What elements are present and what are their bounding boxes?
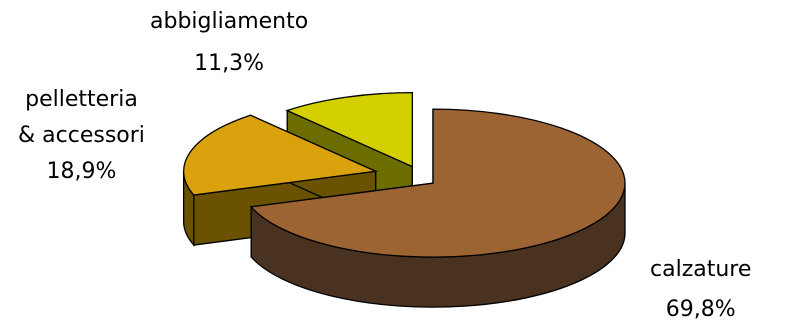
label-calzature: calzature 69,8%: [650, 256, 751, 324]
slice-top-pelletteria: [183, 114, 378, 196]
pie-slice-calzature: [249, 108, 626, 308]
slice-value-abbigliamento: 11,3%: [194, 51, 265, 76]
label-pelletteria: pelletteria & accessori 18,9%: [18, 86, 145, 186]
slice-top-calzature: [249, 108, 626, 258]
slice-label-pelletteria-line1: pelletteria: [25, 87, 138, 112]
slice-value-calzature: 69,8%: [665, 297, 736, 322]
slice-label-abbigliamento: abbigliamento: [150, 9, 309, 34]
slice-label-calzature: calzature: [650, 257, 752, 282]
slice-label-pelletteria-line2: & accessori: [18, 123, 145, 148]
slice-top-abbigliamento: [285, 92, 414, 168]
label-abbigliamento: abbigliamento 11,3%: [150, 8, 308, 78]
slice-value-pelletteria: 18,9%: [46, 159, 117, 184]
